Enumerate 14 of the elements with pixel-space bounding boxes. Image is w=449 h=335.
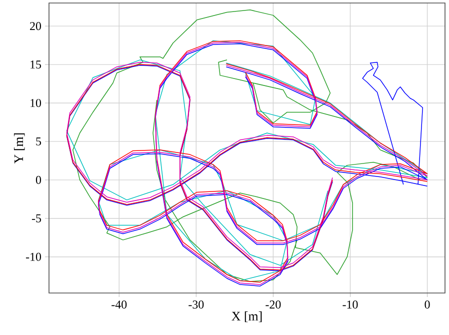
y-tick-label: -5 — [32, 214, 42, 222]
x-tick-label: -20 — [266, 300, 281, 309]
x-tick-label: 0 — [424, 300, 430, 309]
y-tick-label: -10 — [26, 252, 42, 261]
y-tick-label: 20 — [30, 22, 42, 30]
x-tick-label: -30 — [188, 300, 204, 309]
y-tick-label: 10 — [30, 98, 42, 108]
y-axis-title: Y [m] — [14, 133, 25, 164]
x-axis-title: X [m] — [232, 311, 262, 322]
y-tick-label: 15 — [30, 60, 42, 69]
y-tick-label: 0 — [36, 176, 42, 184]
x-tick-label: -10 — [342, 300, 358, 309]
y-tick-label: 5 — [36, 137, 42, 146]
x-tick-label: -40 — [112, 300, 127, 309]
